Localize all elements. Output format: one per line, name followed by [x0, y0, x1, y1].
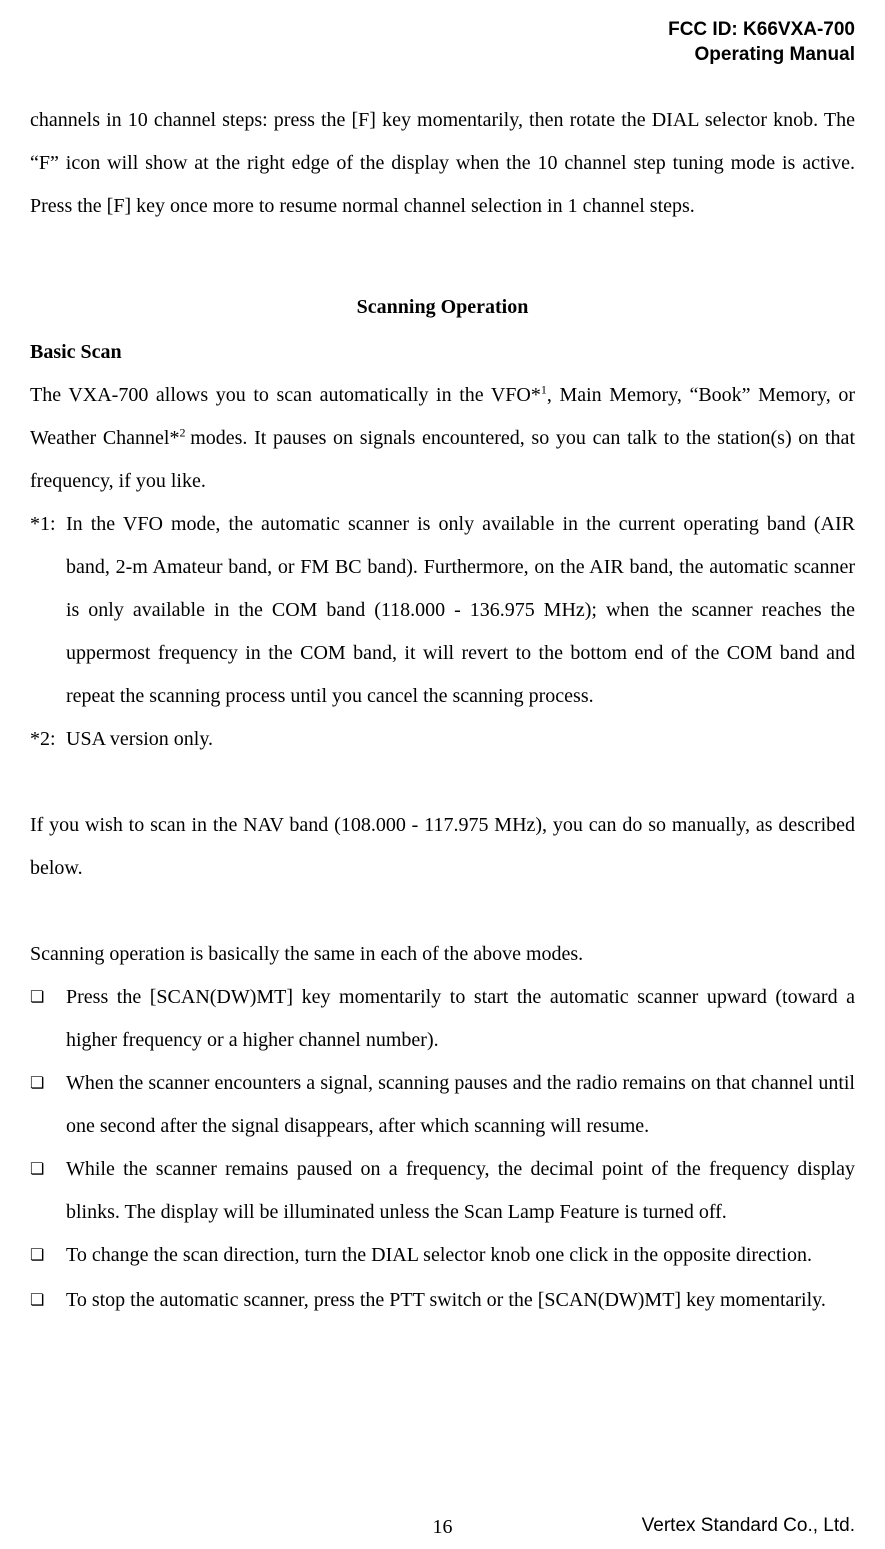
bullet-list: ❏ Press the [SCAN(DW)MT] key momentarily… — [30, 976, 855, 1324]
bullet-icon: ❏ — [30, 1234, 66, 1279]
footnote-2-text: USA version only. — [66, 718, 855, 761]
superscript-2: 2 — [179, 426, 190, 440]
bullet-text-1: Press the [SCAN(DW)MT] key momentarily t… — [66, 976, 855, 1062]
operating-manual-line: Operating Manual — [30, 43, 855, 68]
intro-paragraph: channels in 10 channel steps: press the … — [30, 99, 855, 228]
footnote-2: *2: USA version only. — [30, 718, 855, 761]
company-name: Vertex Standard Co., Ltd. — [642, 1506, 855, 1547]
page-header: FCC ID: K66VXA-700 Operating Manual — [30, 18, 855, 67]
list-item: ❏ To stop the automatic scanner, press t… — [30, 1279, 855, 1324]
bullet-icon: ❏ — [30, 1062, 66, 1148]
page-number: 16 — [433, 1506, 453, 1549]
list-item: ❏ When the scanner encounters a signal, … — [30, 1062, 855, 1148]
footnote-2-label: *2: — [30, 718, 66, 761]
nav-band-paragraph: If you wish to scan in the NAV band (108… — [30, 804, 855, 890]
bullet-icon: ❏ — [30, 976, 66, 1062]
section-title-scanning: Scanning Operation — [30, 286, 855, 329]
bullet-text-2: When the scanner encounters a signal, sc… — [66, 1062, 855, 1148]
bullet-icon: ❏ — [30, 1148, 66, 1234]
list-item: ❏ While the scanner remains paused on a … — [30, 1148, 855, 1234]
subheading-basic-scan: Basic Scan — [30, 331, 855, 374]
footnote-1-text: In the VFO mode, the automatic scanner i… — [66, 503, 855, 718]
bullet-text-4: To change the scan direction, turn the D… — [66, 1234, 855, 1279]
fcc-id-line: FCC ID: K66VXA-700 — [30, 18, 855, 43]
bullet-icon: ❏ — [30, 1279, 66, 1324]
footnote-1: *1: In the VFO mode, the automatic scann… — [30, 503, 855, 718]
bullet-text-5: To stop the automatic scanner, press the… — [66, 1279, 855, 1324]
body-content: channels in 10 channel steps: press the … — [30, 99, 855, 1324]
operation-intro-paragraph: Scanning operation is basically the same… — [30, 933, 855, 976]
scan-para-pre: The VXA-700 allows you to scan automatic… — [30, 384, 541, 406]
bullet-text-3: While the scanner remains paused on a fr… — [66, 1148, 855, 1234]
list-item: ❏ To change the scan direction, turn the… — [30, 1234, 855, 1279]
footnote-1-label: *1: — [30, 503, 66, 718]
list-item: ❏ Press the [SCAN(DW)MT] key momentarily… — [30, 976, 855, 1062]
scan-description-paragraph: The VXA-700 allows you to scan automatic… — [30, 374, 855, 503]
page-container: FCC ID: K66VXA-700 Operating Manual chan… — [0, 0, 885, 1530]
